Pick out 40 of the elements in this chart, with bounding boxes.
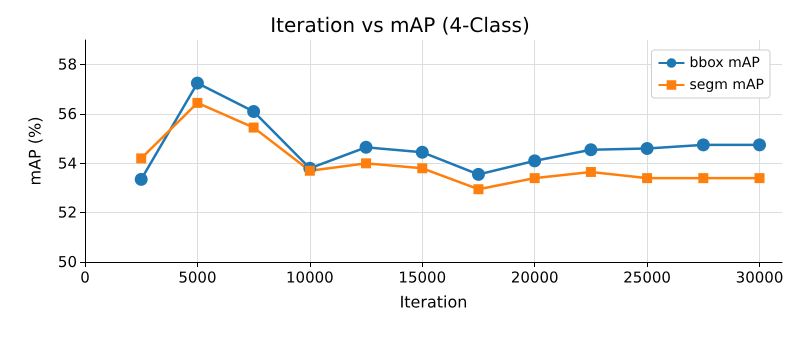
point — [361, 158, 372, 168]
point — [416, 146, 429, 159]
y-tick-label: 56 — [58, 105, 77, 123]
point — [417, 163, 428, 174]
point — [360, 140, 373, 154]
point — [134, 172, 148, 186]
point — [304, 166, 315, 176]
point — [584, 143, 598, 156]
point — [754, 173, 765, 184]
point — [136, 153, 146, 164]
point — [530, 173, 540, 184]
y-axis-title: mAP (%) — [26, 116, 44, 186]
x-tick-label: 15000 — [398, 268, 446, 286]
point — [247, 105, 260, 118]
legend-label: segm mAP — [689, 77, 764, 93]
y-tick-label: 52 — [58, 204, 77, 222]
y-tick-label: 50 — [58, 253, 77, 271]
point — [192, 98, 202, 108]
point — [696, 138, 710, 152]
point — [528, 154, 542, 168]
point — [586, 166, 596, 177]
point — [472, 168, 485, 181]
point — [642, 173, 652, 184]
x-tick-label: 5000 — [178, 268, 217, 286]
point — [473, 184, 484, 194]
point — [640, 142, 654, 156]
x-tick-label: 25000 — [623, 268, 671, 286]
point — [190, 76, 204, 90]
x-tick-label: 20000 — [510, 268, 559, 286]
point — [698, 173, 708, 184]
chart-title: Iteration vs mAP (4-Class) — [270, 13, 530, 37]
x-tick-label: 30000 — [736, 268, 784, 286]
y-tick-label: 54 — [58, 154, 77, 172]
x-tick-label: 0 — [80, 268, 90, 286]
y-tick-label: 58 — [58, 56, 77, 74]
legend-label: bbox mAP — [689, 55, 760, 71]
x-tick-label: 10000 — [286, 268, 334, 286]
x-axis-title: Iteration — [400, 292, 468, 312]
point — [753, 138, 766, 152]
point — [248, 122, 259, 133]
